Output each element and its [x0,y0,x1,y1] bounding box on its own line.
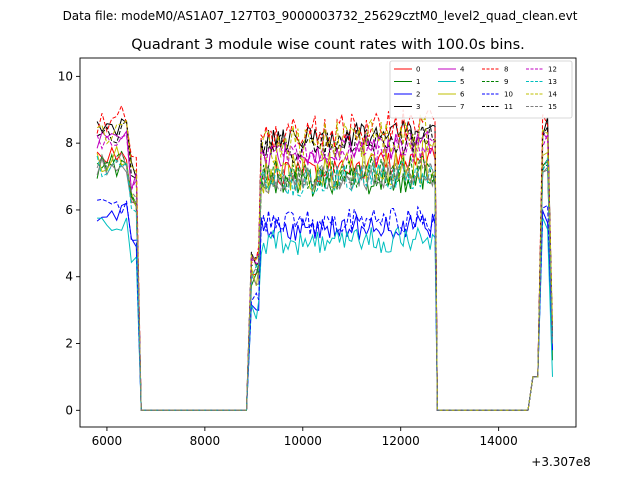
plot-frame [79,57,577,428]
legend-label-12: 12 [548,66,557,74]
figure-suptitle: Data file: modeM0/AS1A07_127T03_90000037… [63,9,578,23]
legend-label-10: 10 [504,91,513,99]
y-tick-label: 4 [65,270,73,284]
y-tick-label: 2 [65,337,73,351]
legend-box [389,60,573,119]
legend-label-2: 2 [416,91,420,99]
x-tick-label: 8000 [190,434,221,448]
series-line-15 [96,151,553,411]
legend-label-4: 4 [460,66,465,74]
y-tick-label: 0 [65,403,73,417]
legend-label-14: 14 [548,91,557,99]
x-tick-label: 10000 [284,434,322,448]
legend-label-11: 11 [504,103,513,111]
x-tick-label: 6000 [92,434,123,448]
y-tick-label: 10 [58,69,73,83]
legend-label-3: 3 [416,103,420,111]
legend-label-9: 9 [504,78,508,86]
x-axis-offset-label: +3.307e8 [531,455,590,469]
series-line-11 [96,119,553,411]
legend-label-6: 6 [460,91,465,99]
x-tick-label: 12000 [382,434,420,448]
series-layer [96,104,553,411]
legend-label-1: 1 [416,78,420,86]
legend-label-5: 5 [460,78,464,86]
x-axis: 6000 8000 10000 12000 14000 [92,427,518,448]
y-axis: 0 2 4 6 8 10 [58,69,80,417]
y-tick-label: 6 [65,203,73,217]
legend-label-0: 0 [416,66,420,74]
legend-label-7: 7 [460,103,464,111]
x-tick-label: 14000 [480,434,518,448]
chart-title: Quadrant 3 module wise count rates with … [131,37,525,53]
legend-label-8: 8 [504,66,508,74]
legend-label-15: 15 [548,103,557,111]
y-tick-label: 8 [65,136,73,150]
legend-label-13: 13 [548,78,557,86]
